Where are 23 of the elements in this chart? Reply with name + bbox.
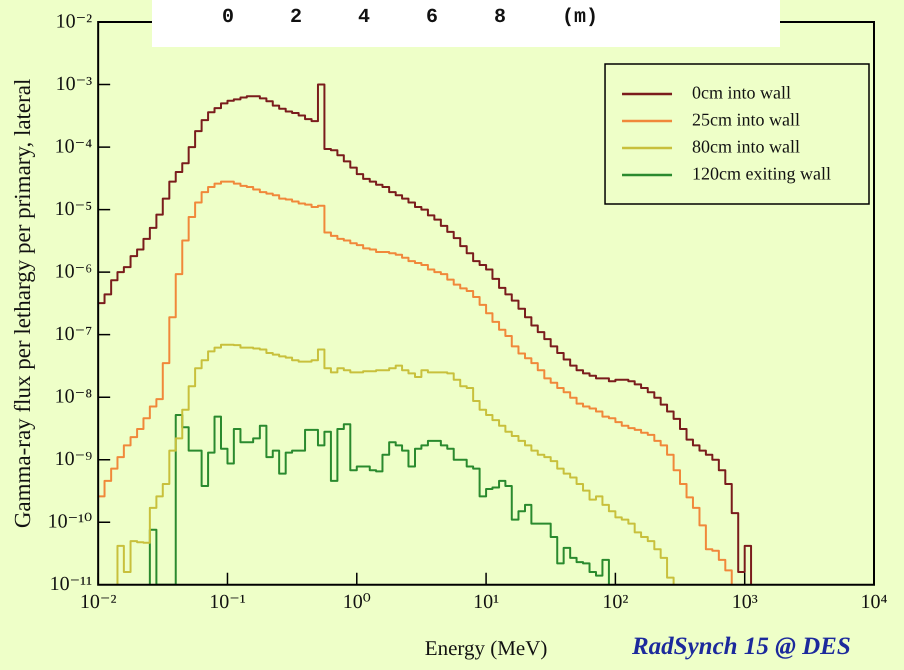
x-axis-title: Energy (MeV) [424,636,548,660]
y-tick-label: 10⁻¹⁰ [48,510,92,533]
legend-label: 120cm exiting wall [692,164,832,184]
y-tick-label: 10⁻² [56,10,92,32]
x-tick-label: 10⁻¹ [209,591,246,614]
x-tick-label: 10² [602,591,628,614]
x-tick-label: 10⁴ [860,591,888,614]
legend-label: 25cm into wall [692,110,800,130]
x-tick-label: 10⁰ [342,591,371,614]
y-tick-label: 10⁻⁸ [54,385,92,408]
x-tick-label: 10³ [732,591,758,614]
legend-label: 0cm into wall [692,82,792,103]
x-tick-label: 10¹ [473,591,500,614]
y-tick-label: 10⁻⁷ [54,322,92,345]
y-tick-label: 10⁻⁶ [54,260,92,282]
y-tick-label: 10⁻⁴ [54,135,92,158]
y-tick-label: 10⁻⁹ [54,448,92,470]
y-axis-title: Gamma-ray flux per lethargy per primary, lateral [10,78,35,528]
legend-label: 80cm into wall [692,136,800,157]
y-tick-label: 10⁻⁵ [54,198,92,220]
text: RadSynch 15 @ DES [632,633,851,661]
y-tick-label: 10⁻³ [56,72,92,95]
annotation: 0 2 4 6 8 (m) [221,5,598,29]
